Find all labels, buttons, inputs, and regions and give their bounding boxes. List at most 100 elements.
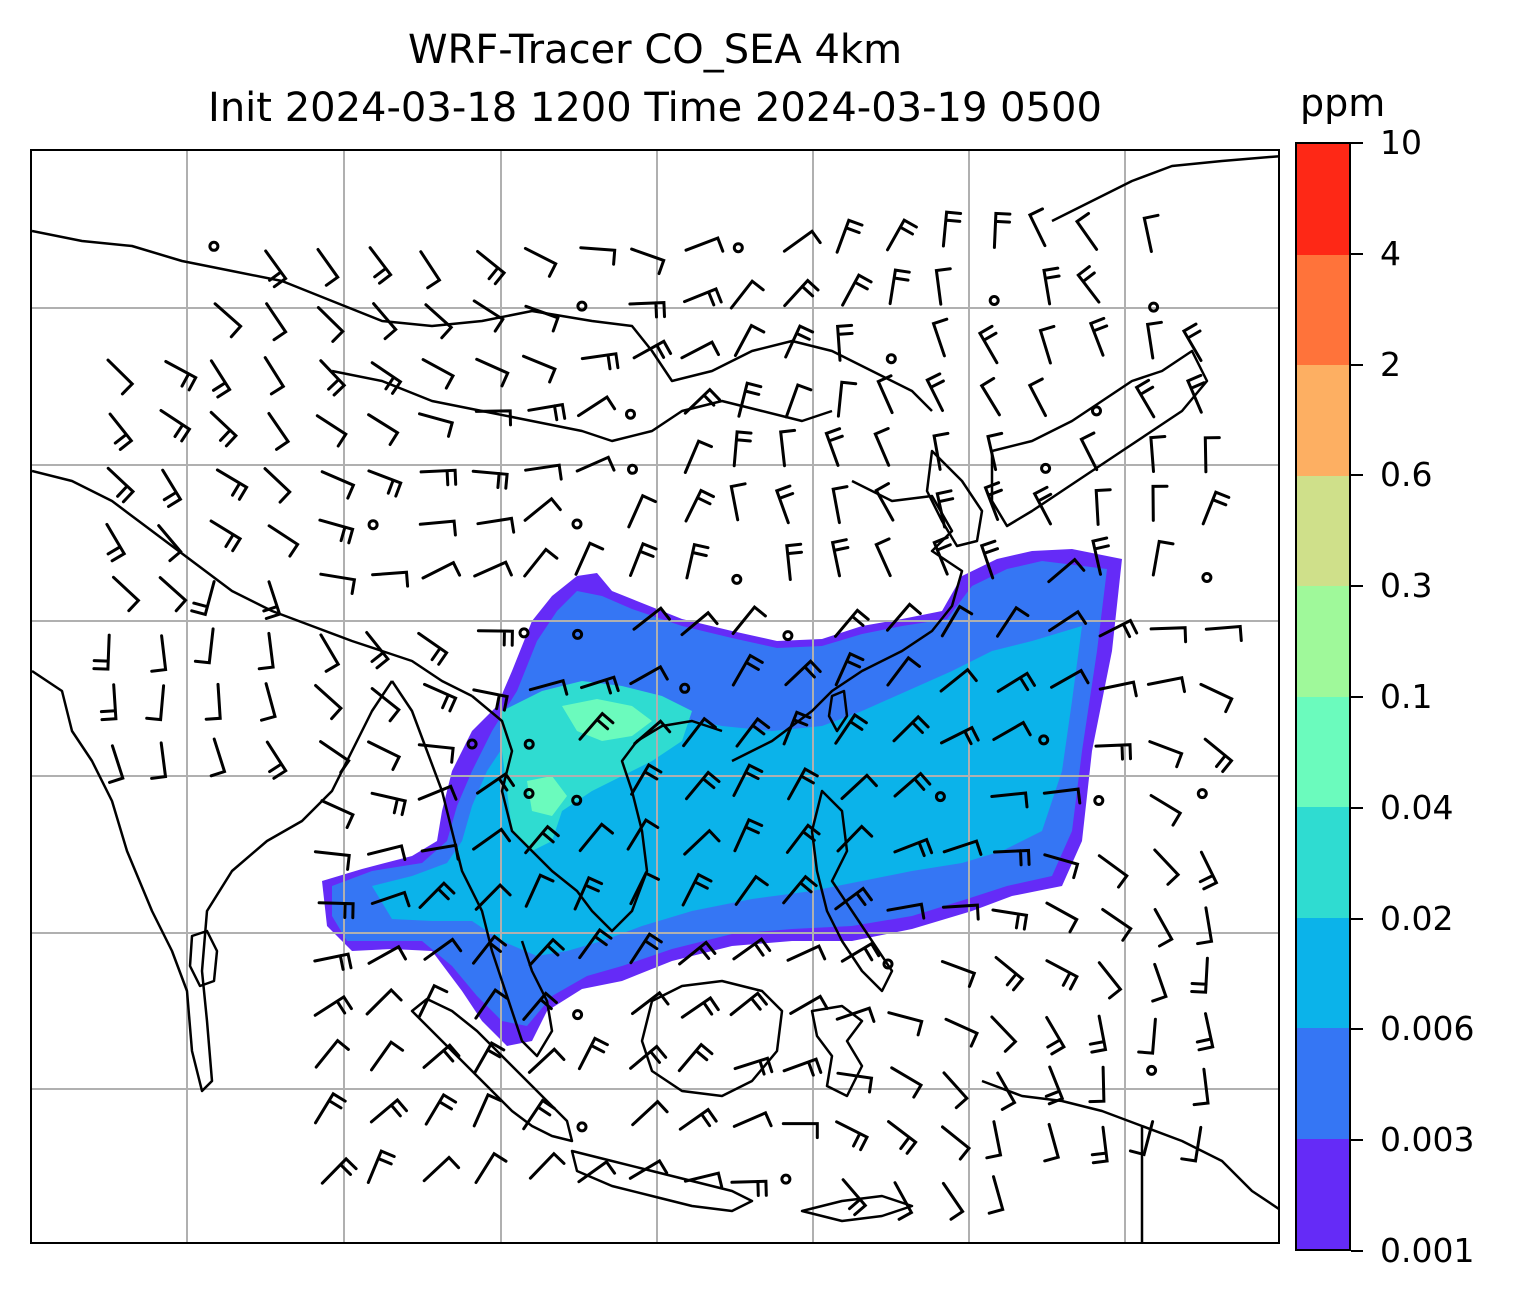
- colorbar-unit-label: ppm: [1300, 81, 1386, 125]
- colorbar-tick: [1351, 252, 1363, 255]
- wind-barb-icon: [1090, 1125, 1109, 1165]
- wind-barb-icon: [313, 850, 351, 871]
- wind-barb-icon: [263, 356, 286, 396]
- wind-barb-icon: [990, 1015, 1018, 1053]
- wind-barb-icon: [108, 412, 134, 451]
- wind-barb-icon: [934, 267, 952, 306]
- border-central-asia: [32, 229, 933, 412]
- wind-barb-icon: [977, 324, 999, 365]
- wind-barb-icon: [420, 843, 460, 861]
- colorbar-tick: [1351, 474, 1363, 477]
- wind-barb-icon: [106, 466, 136, 504]
- wind-barb-icon: [473, 1040, 506, 1075]
- wind-barb-icon: [1195, 1012, 1215, 1052]
- wind-barb-icon: [320, 799, 355, 829]
- colorbar-tick: [1351, 806, 1363, 809]
- wind-barb-icon: [1149, 794, 1183, 827]
- wind-barb-icon: [1128, 1120, 1155, 1157]
- wind-barb-icon: [785, 823, 821, 854]
- wind-barb-icon: [370, 687, 401, 723]
- wind-barb-icon: [108, 744, 125, 784]
- wind-barb-icon: [633, 719, 672, 745]
- wind-barb-icon: [834, 651, 865, 687]
- calm-circle-icon: [988, 295, 1000, 306]
- wind-barb-icon: [1094, 488, 1112, 526]
- wind-barb-icon: [1091, 536, 1110, 576]
- wind-barb-icon: [836, 824, 874, 853]
- colorbar-segment: [1297, 1027, 1349, 1139]
- wind-barb-icon: [677, 1042, 714, 1073]
- wind-barb-icon: [317, 901, 355, 920]
- wind-barb-icon: [527, 1047, 566, 1074]
- wind-barb-icon: [320, 470, 356, 500]
- wind-barb-icon: [830, 538, 850, 578]
- wind-barb-icon: [1151, 962, 1168, 1003]
- wind-barb-icon: [836, 1071, 874, 1094]
- wind-barb-icon: [1097, 961, 1123, 1000]
- tracer-plume: [322, 549, 1122, 1046]
- colorbar-segment: [1297, 696, 1349, 807]
- wind-barb-icon: [417, 784, 458, 801]
- colorbar-segment: [1297, 585, 1349, 697]
- wind-barb-icon: [262, 580, 282, 620]
- wind-barb-icon: [264, 249, 288, 289]
- wind-barb-icon: [367, 844, 407, 861]
- calm-circle-icon: [572, 628, 584, 640]
- wind-barb-icon: [257, 631, 275, 671]
- wind-barb-icon: [786, 944, 827, 962]
- wind-barb-icon: [1044, 1065, 1065, 1106]
- wind-barb-icon: [1045, 901, 1079, 934]
- calm-circle-icon: [1091, 405, 1102, 417]
- wind-barb-icon: [423, 682, 458, 713]
- wind-barb-icon: [941, 210, 963, 248]
- wind-barb-icon: [368, 246, 393, 285]
- wind-barb-icon: [979, 539, 999, 580]
- wind-barb-icon: [524, 824, 560, 855]
- map-canvas: [32, 151, 1278, 1242]
- wind-barb-icon: [774, 484, 795, 525]
- wind-barb-icon: [1153, 908, 1174, 948]
- wind-barb-icon: [1088, 1065, 1106, 1104]
- wind-barb-icon: [683, 439, 713, 474]
- calm-circle-icon: [1038, 734, 1050, 746]
- wind-barb-icon: [267, 524, 300, 558]
- wind-barb-icon: [524, 304, 560, 333]
- wind-barb-icon: [1098, 680, 1138, 698]
- wind-barb-icon: [105, 522, 127, 563]
- wind-barb-icon: [367, 413, 400, 446]
- wind-barb-icon: [840, 773, 878, 800]
- wind-barb-icon: [941, 1181, 965, 1221]
- wind-barb-icon: [732, 1110, 773, 1128]
- wind-barb-icon: [472, 1092, 503, 1128]
- wind-barb-icon: [1204, 624, 1243, 642]
- colorbar-tick: [1351, 696, 1363, 698]
- calm-circle-icon: [1148, 301, 1160, 313]
- wind-barb-icon: [992, 720, 1032, 741]
- wind-barb-icon: [729, 482, 747, 522]
- wind-barb-icon: [730, 1179, 768, 1197]
- colorbar-tick-label: 0.001: [1380, 1231, 1475, 1270]
- coastline-borneo: [640, 979, 784, 1098]
- plume-level-0.04-b: [527, 776, 567, 816]
- wind-barb-icon: [524, 463, 563, 481]
- coastline-new-guinea: [981, 1079, 1278, 1210]
- calm-circle-icon: [1201, 572, 1213, 583]
- coastline-korea: [925, 449, 984, 548]
- wind-barb-icon: [996, 605, 1030, 638]
- wind-barb-icon: [1048, 609, 1088, 632]
- wind-barb-icon: [419, 250, 442, 290]
- wind-barb-icon: [523, 547, 559, 578]
- calm-circle-icon: [882, 958, 894, 970]
- wind-barb-icon: [316, 248, 340, 287]
- wind-barb-icon: [472, 688, 509, 712]
- colorbar-tick-label: 0.02: [1380, 898, 1454, 938]
- wind-barb-icon: [629, 932, 663, 965]
- calm-circle-icon: [208, 240, 220, 252]
- wind-barb-icon: [265, 302, 288, 342]
- wind-barb-icon: [944, 1017, 979, 1048]
- colorbar-tick-label: 10: [1380, 123, 1422, 162]
- wind-barb-icon: [840, 941, 881, 963]
- calm-circle-icon: [679, 682, 691, 694]
- wind-barb-icon: [683, 287, 723, 307]
- wind-barb-icon: [1190, 956, 1209, 994]
